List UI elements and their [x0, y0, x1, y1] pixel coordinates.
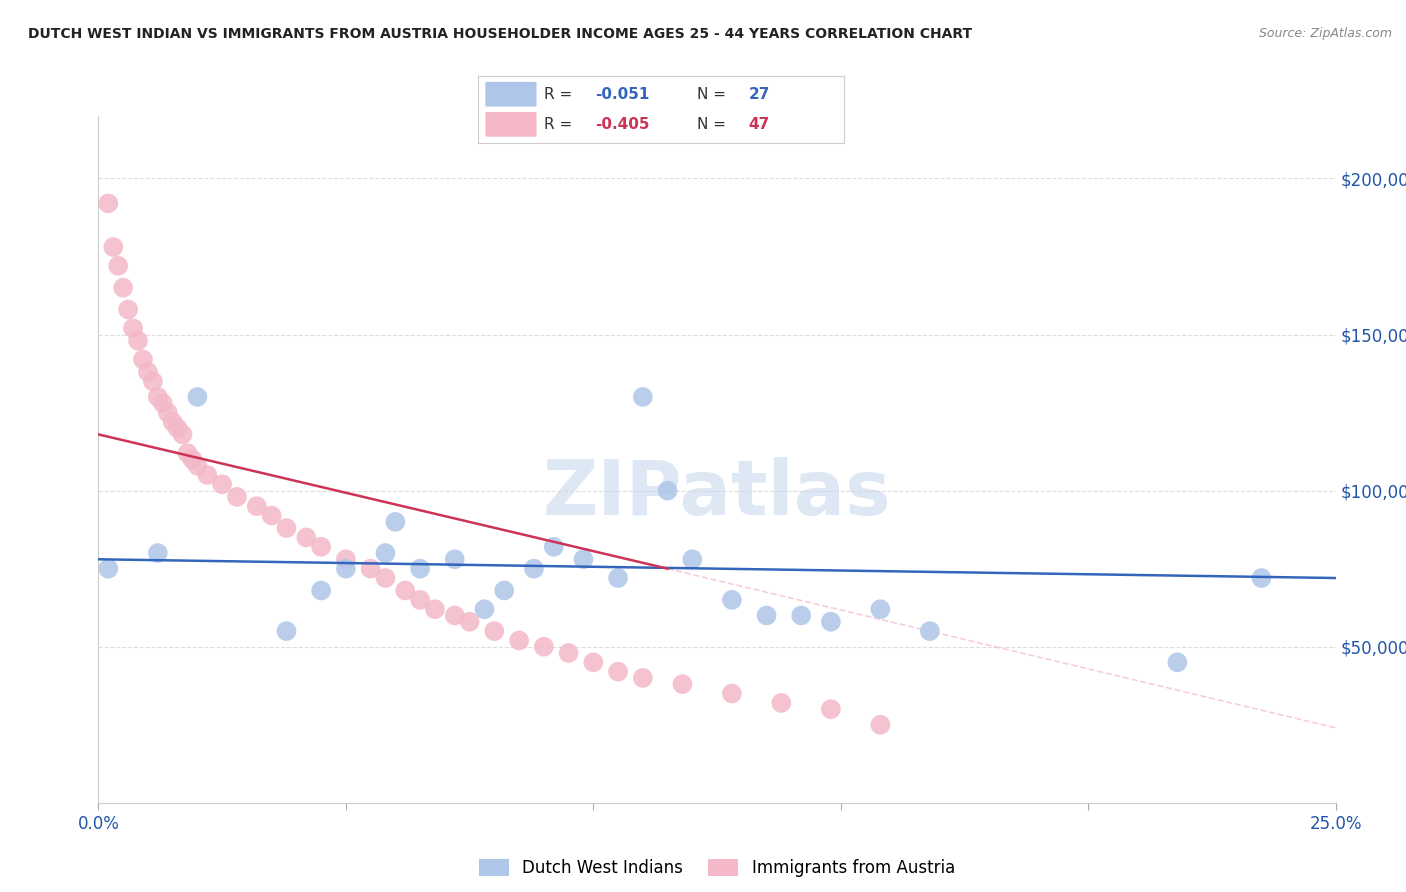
Text: -0.405: -0.405 [595, 117, 650, 132]
Point [152, 396, 174, 410]
Point [117, 302, 139, 317]
Point [132, 352, 155, 367]
Point [1250, 571, 1272, 585]
Point [770, 696, 793, 710]
Point [1166, 655, 1188, 669]
Point [820, 702, 842, 716]
Point [97, 196, 120, 211]
Point [394, 583, 416, 598]
Point [166, 421, 188, 435]
Point [869, 602, 891, 616]
Point [631, 390, 654, 404]
Point [572, 552, 595, 566]
Point [195, 468, 218, 483]
Point [260, 508, 283, 523]
Point [103, 240, 125, 254]
Point [443, 608, 465, 623]
Point [508, 633, 530, 648]
Text: Source: ZipAtlas.com: Source: ZipAtlas.com [1258, 27, 1392, 40]
Text: DUTCH WEST INDIAN VS IMMIGRANTS FROM AUSTRIA HOUSEHOLDER INCOME AGES 25 - 44 YEA: DUTCH WEST INDIAN VS IMMIGRANTS FROM AUS… [28, 27, 972, 41]
Point [211, 477, 233, 491]
Point [246, 500, 269, 514]
Point [484, 624, 506, 639]
Point [681, 552, 703, 566]
Point [146, 546, 169, 560]
Point [374, 546, 396, 560]
Point [136, 365, 159, 379]
Point [474, 602, 496, 616]
Point [172, 427, 194, 442]
Text: 47: 47 [748, 117, 770, 132]
Point [127, 334, 149, 348]
Point [869, 717, 891, 731]
Text: N =: N = [697, 87, 731, 102]
Point [107, 259, 129, 273]
Point [162, 415, 184, 429]
Text: R =: R = [544, 87, 576, 102]
Point [295, 530, 318, 544]
Point [335, 552, 357, 566]
Point [458, 615, 481, 629]
Point [607, 665, 630, 679]
Point [176, 446, 198, 460]
Point [755, 608, 778, 623]
Point [607, 571, 630, 585]
Point [721, 593, 744, 607]
Point [360, 562, 382, 576]
Point [226, 490, 249, 504]
Text: ZIPatlas: ZIPatlas [543, 457, 891, 531]
Text: -0.051: -0.051 [595, 87, 650, 102]
Point [523, 562, 546, 576]
Point [276, 624, 298, 639]
FancyBboxPatch shape [485, 112, 537, 136]
Text: R =: R = [544, 117, 576, 132]
Point [146, 390, 169, 404]
Point [186, 458, 208, 473]
Text: N =: N = [697, 117, 731, 132]
Point [181, 452, 204, 467]
Point [156, 406, 179, 420]
Point [918, 624, 941, 639]
Point [533, 640, 555, 654]
Point [721, 687, 744, 701]
Point [494, 583, 516, 598]
Point [142, 375, 165, 389]
Point [657, 483, 679, 498]
Point [443, 552, 465, 566]
Point [671, 677, 693, 691]
Point [631, 671, 654, 685]
Point [335, 562, 357, 576]
Point [309, 583, 332, 598]
Point [122, 321, 145, 335]
Point [112, 281, 135, 295]
Point [384, 515, 406, 529]
Point [423, 602, 446, 616]
Point [309, 540, 332, 554]
FancyBboxPatch shape [485, 82, 537, 106]
Point [186, 390, 208, 404]
Point [543, 540, 565, 554]
Point [97, 562, 120, 576]
Text: 27: 27 [748, 87, 770, 102]
Point [276, 521, 298, 535]
Legend: Dutch West Indians, Immigrants from Austria: Dutch West Indians, Immigrants from Aust… [472, 852, 962, 884]
Point [557, 646, 579, 660]
Point [409, 593, 432, 607]
Point [820, 615, 842, 629]
Point [790, 608, 813, 623]
Point [374, 571, 396, 585]
Point [582, 655, 605, 669]
Point [409, 562, 432, 576]
